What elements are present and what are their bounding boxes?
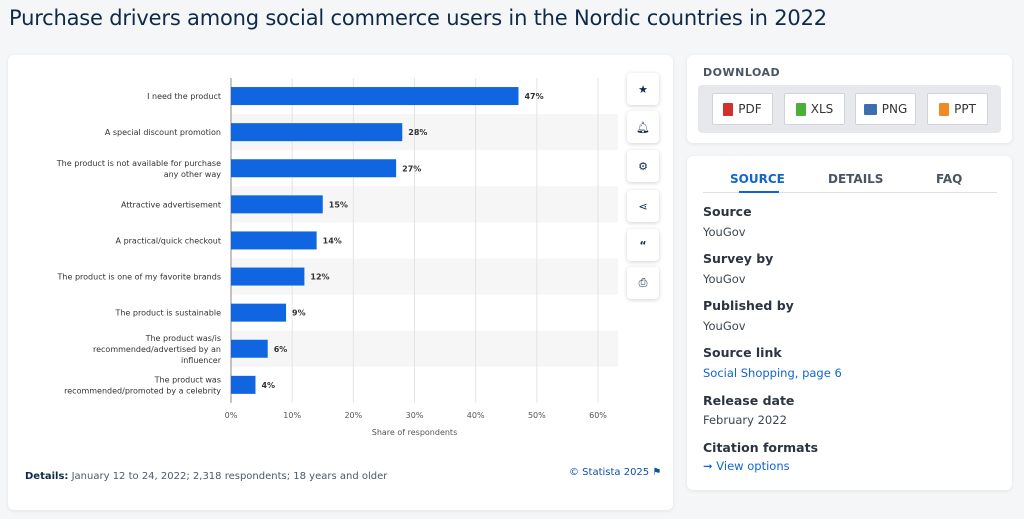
download-ppt-button[interactable]: PPT bbox=[927, 93, 988, 125]
share-icon[interactable]: ⋖ bbox=[627, 190, 659, 222]
data-label: 4% bbox=[261, 381, 275, 390]
chart-panel: 0% 10% 20% 30% 40% 50% 60% 47% I need the produc… bbox=[8, 55, 673, 510]
x-tick-label: 40% bbox=[467, 411, 485, 420]
print-icon[interactable]: ⎙ bbox=[627, 267, 659, 299]
bar bbox=[231, 159, 397, 178]
tab-divider bbox=[703, 192, 997, 193]
bar bbox=[231, 267, 305, 286]
view-options-link[interactable]: ➞ View options bbox=[703, 459, 790, 473]
survey-by-label: Survey by bbox=[703, 251, 774, 266]
x-tick-label: 60% bbox=[589, 411, 607, 420]
x-tick-label: 50% bbox=[528, 411, 546, 420]
bar-chart: 0% 10% 20% 30% 40% 50% 60% 47% I need the produc… bbox=[56, 78, 618, 437]
x-tick-label: 0% bbox=[225, 411, 238, 420]
download-title: DOWNLOAD bbox=[703, 66, 781, 79]
arrow-right-icon: ➞ bbox=[703, 459, 713, 473]
button-label: PNG bbox=[881, 102, 908, 116]
view-options-label: View options bbox=[716, 459, 790, 473]
bar bbox=[231, 195, 323, 214]
x-tick-label: 20% bbox=[344, 411, 362, 420]
copyright-text: © Statista 2025 bbox=[569, 467, 650, 478]
citation-formats-label: Citation formats bbox=[703, 440, 819, 455]
xls-file-icon bbox=[795, 102, 806, 116]
row-band bbox=[231, 330, 618, 367]
published-by-label: Published by bbox=[703, 298, 794, 313]
gear-icon[interactable]: ⚙ bbox=[627, 150, 659, 182]
page-title: Purchase drivers among social commerce u… bbox=[9, 6, 827, 30]
button-label: PPT bbox=[954, 102, 976, 116]
category-label: I need the product bbox=[147, 92, 221, 101]
copyright-link[interactable]: © Statista 2025 ⚑ bbox=[569, 467, 661, 478]
survey-by-value: YouGov bbox=[703, 272, 746, 286]
bar bbox=[231, 231, 317, 250]
source-value: YouGov bbox=[703, 225, 746, 239]
details-label: Details: bbox=[25, 471, 69, 482]
button-label: XLS bbox=[810, 102, 834, 116]
x-tick-label: 30% bbox=[406, 411, 424, 420]
bar bbox=[231, 375, 256, 394]
bar bbox=[231, 303, 287, 322]
tab-source[interactable]: SOURCE bbox=[730, 172, 785, 186]
tab-faq[interactable]: FAQ bbox=[936, 172, 963, 186]
x-tick-label: 10% bbox=[283, 411, 301, 420]
pdf-file-icon bbox=[723, 102, 734, 116]
active-tab-indicator bbox=[739, 191, 779, 193]
download-panel: DOWNLOAD PDF XLS PNG PPT bbox=[687, 55, 1012, 143]
source-panel: SOURCE DETAILS FAQ Source YouGov Survey … bbox=[687, 156, 1012, 490]
ppt-file-icon bbox=[939, 102, 950, 116]
data-label: 6% bbox=[274, 345, 288, 354]
x-axis-title: Share of respondents bbox=[372, 428, 458, 437]
category-label: The product was recommended/promoted by a… bbox=[64, 375, 221, 395]
tab-details[interactable]: DETAILS bbox=[828, 172, 884, 186]
data-label: 27% bbox=[402, 164, 421, 173]
category-label: A special discount promotion bbox=[105, 128, 221, 137]
data-label: 14% bbox=[323, 236, 342, 245]
details-text: January 12 to 24, 2022; 2,318 respondent… bbox=[71, 471, 388, 482]
category-label: The product is one of my favorite brands bbox=[57, 273, 221, 282]
data-label: 9% bbox=[292, 309, 306, 318]
category-label: Attractive advertisement bbox=[121, 200, 221, 209]
download-pdf-button[interactable]: PDF bbox=[712, 93, 773, 125]
category-label: The product is sustainable bbox=[114, 309, 221, 318]
quote-icon[interactable]: “ bbox=[627, 229, 659, 261]
bell-icon[interactable]: 🔔︎ bbox=[627, 111, 659, 143]
flag-icon: ⚑ bbox=[652, 467, 662, 478]
category-label: The product was/is recommended/advertised… bbox=[93, 334, 222, 365]
data-label: 47% bbox=[524, 92, 543, 101]
chart-details: Details: January 12 to 24, 2022; 2,318 r… bbox=[25, 471, 387, 482]
source-link[interactable]: Social Shopping, page 6 bbox=[703, 366, 842, 380]
category-label: The product is not available for purchas… bbox=[56, 159, 221, 179]
category-label: A practical/quick checkout bbox=[116, 236, 221, 245]
download-xls-button[interactable]: XLS bbox=[784, 93, 845, 125]
release-date-label: Release date bbox=[703, 393, 795, 408]
png-image-icon bbox=[863, 103, 877, 115]
source-label: Source bbox=[703, 204, 752, 219]
bar bbox=[231, 87, 519, 106]
published-by-value: YouGov bbox=[703, 319, 746, 333]
data-label: 28% bbox=[408, 128, 427, 137]
data-label: 15% bbox=[329, 200, 348, 209]
button-label: PDF bbox=[738, 102, 762, 116]
bar bbox=[231, 339, 268, 358]
release-date-value: February 2022 bbox=[703, 413, 787, 427]
bar bbox=[231, 123, 403, 142]
download-png-button[interactable]: PNG bbox=[855, 93, 916, 125]
data-label: 12% bbox=[310, 273, 329, 282]
star-icon[interactable]: ★ bbox=[627, 73, 659, 105]
source-link-label: Source link bbox=[703, 345, 782, 360]
